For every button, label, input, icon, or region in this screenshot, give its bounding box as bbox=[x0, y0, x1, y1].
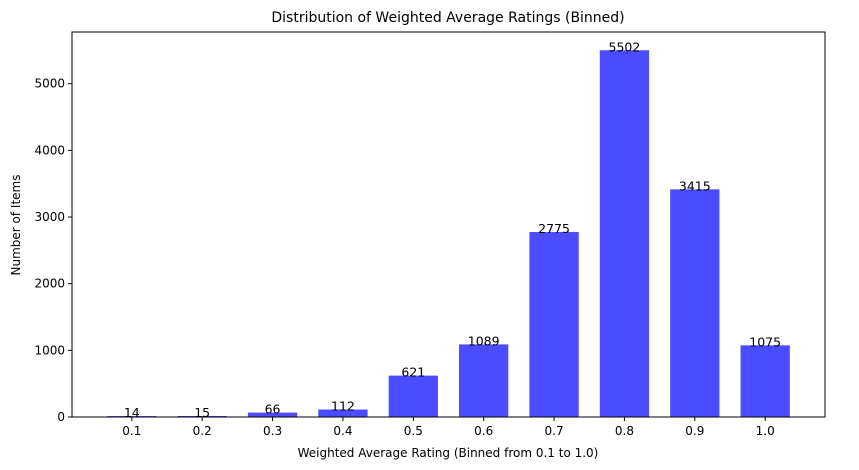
x-tick-label-0.3: 0.3 bbox=[263, 424, 282, 438]
y-tick-label-1000: 1000 bbox=[34, 343, 65, 357]
x-axis-label: Weighted Average Rating (Binned from 0.1… bbox=[298, 446, 599, 460]
bar-0.5 bbox=[388, 375, 438, 417]
x-tick-label-0.5: 0.5 bbox=[404, 424, 423, 438]
x-tick-label-0.4: 0.4 bbox=[333, 424, 352, 438]
y-tick-label-4000: 4000 bbox=[34, 143, 65, 157]
y-axis-label: Number of Items bbox=[9, 175, 23, 276]
data-label-0.4: 112 bbox=[331, 399, 355, 414]
x-tick-label-1.0: 1.0 bbox=[756, 424, 775, 438]
bars-group bbox=[107, 50, 790, 418]
y-axis: 0 1000 2000 3000 4000 5000 bbox=[34, 77, 72, 424]
y-tick-label-3000: 3000 bbox=[34, 210, 65, 224]
x-tick-label-0.1: 0.1 bbox=[122, 424, 141, 438]
data-label-0.7: 2775 bbox=[538, 221, 570, 236]
bar-0.3 bbox=[247, 412, 298, 417]
x-tick-label-0.7: 0.7 bbox=[545, 424, 564, 438]
data-labels-group: 14 15 66 112 621 1089 2775 5502 3415 1075 bbox=[124, 39, 781, 420]
y-tick-label-5000: 5000 bbox=[34, 77, 65, 91]
bar-0.4 bbox=[318, 409, 368, 417]
data-label-0.2: 15 bbox=[194, 405, 210, 420]
data-label-0.1: 14 bbox=[124, 405, 140, 420]
bar-0.8 bbox=[599, 50, 650, 418]
data-label-0.5: 621 bbox=[401, 365, 425, 380]
x-tick-label-0.6: 0.6 bbox=[474, 424, 493, 438]
data-label-0.3: 66 bbox=[265, 402, 281, 417]
data-label-1.0: 1075 bbox=[749, 334, 781, 349]
bar-0.6 bbox=[459, 344, 509, 417]
bar-0.9 bbox=[670, 189, 720, 417]
bar-1.0 bbox=[740, 345, 790, 417]
x-tick-label-0.9: 0.9 bbox=[685, 424, 704, 438]
x-tick-label-0.2: 0.2 bbox=[193, 424, 212, 438]
x-tick-label-0.8: 0.8 bbox=[615, 424, 634, 438]
bar-0.7 bbox=[529, 232, 579, 417]
data-label-0.8: 5502 bbox=[609, 39, 641, 54]
data-label-0.6: 1089 bbox=[468, 333, 500, 348]
data-label-0.9: 3415 bbox=[679, 178, 711, 193]
plot-frame bbox=[71, 31, 826, 418]
chart-title: Distribution of Weighted Average Ratings… bbox=[271, 10, 624, 26]
x-axis: 0.1 0.2 0.3 0.4 0.5 0.6 0.7 0.8 0.9 1.0 bbox=[122, 417, 775, 438]
y-tick-label-0: 0 bbox=[57, 410, 65, 424]
y-tick-label-2000: 2000 bbox=[34, 277, 65, 291]
